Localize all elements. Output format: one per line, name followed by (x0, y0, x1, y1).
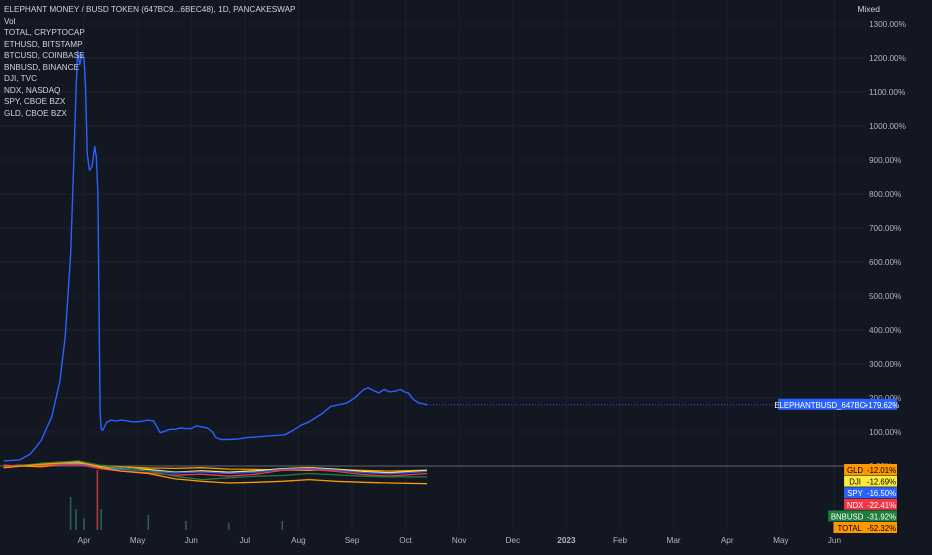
legend-symbol[interactable]: NDX, NASDAQ (4, 85, 61, 95)
badge-symbol: TOTAL (838, 524, 863, 533)
y-tick-label: 100.00% (869, 428, 901, 437)
badge-value: -52.32% (867, 524, 896, 533)
legend-symbol[interactable]: ETHUSD, BITSTAMP (4, 39, 83, 49)
x-tick-label: May (130, 536, 146, 545)
x-tick-label: 2023 (557, 536, 576, 545)
volume-bar (83, 518, 85, 530)
volume-bar (100, 509, 102, 530)
legend-symbol[interactable]: GLD, CBOE BZX (4, 108, 67, 118)
x-tick-label: Mar (667, 536, 681, 545)
y-tick-label: 800.00% (869, 190, 901, 199)
price-badge-dji[interactable]: DJI -12.69% (844, 475, 897, 487)
volume-bar (185, 521, 187, 530)
badge-symbol: SPY (847, 489, 863, 498)
y-tick-label: 700.00% (869, 224, 901, 233)
y-tick-label: 200.00% (869, 394, 901, 403)
y-tick-label: 900.00% (869, 156, 901, 165)
x-tick-label: Apr (721, 536, 734, 545)
legend-symbol[interactable]: TOTAL, CRYPTOCAP (4, 28, 85, 37)
series-line-elephantbusd_647bc9 (3, 50, 428, 462)
badge-symbol: BNBUSD (831, 512, 864, 521)
price-badge-ndx[interactable]: NDX -22.41% (844, 498, 897, 510)
badge-value: -12.01% (867, 466, 896, 475)
series-line-spy (3, 463, 428, 475)
badge-value: -16.50% (867, 489, 896, 498)
badge-symbol: ELEPHANTBUSD_647BC9 (774, 401, 869, 410)
volume-bar (281, 521, 284, 530)
x-tick-label: Sep (345, 536, 360, 545)
x-tick-label: May (773, 536, 789, 545)
y-tick-label: 400.00% (869, 326, 901, 335)
y-tick-label: 500.00% (869, 292, 901, 301)
badge-symbol: GLD (847, 466, 863, 475)
volume-bar (147, 515, 150, 530)
legend-symbol[interactable]: SPY, CBOE BZX (4, 97, 66, 106)
y-tick-label: 1300.00% (869, 20, 906, 29)
price-badge-spy[interactable]: SPY -16.50% (844, 487, 897, 499)
y-tick-label: 1200.00% (869, 54, 906, 63)
legend-symbol[interactable]: BTCUSD, COINBASE (4, 51, 85, 60)
y-tick-label: 1100.00% (869, 88, 905, 97)
badge-symbol: DJI (849, 478, 861, 487)
price-badge-bnbusd[interactable]: BNBUSD -31.92% (828, 510, 897, 522)
x-tick-label: Aug (291, 536, 306, 545)
series-legend: ELEPHANT MONEY / BUSD TOKEN (647BC9...6B… (4, 4, 296, 119)
x-tick-label: Apr (78, 536, 91, 545)
volume-bar (227, 522, 230, 530)
series-line-total (3, 461, 428, 485)
badge-value: +179.62% (864, 401, 899, 410)
legend-main-symbol[interactable]: ELEPHANT MONEY / BUSD TOKEN (647BC9...6B… (4, 5, 296, 14)
legend-symbol[interactable]: BNBUSD, BINANCE (4, 62, 80, 72)
x-tick-label: Oct (399, 536, 412, 545)
series-line-ndx (3, 463, 428, 477)
badge-value: -31.92% (867, 512, 896, 521)
price-badge-total[interactable]: TOTAL -52.32% (833, 522, 898, 533)
x-tick-label: Feb (613, 536, 628, 545)
y-tick-label: 300.00% (869, 360, 901, 369)
x-tick-label: Jul (240, 536, 251, 545)
x-tick-label: Jun (185, 536, 199, 545)
x-tick-label: Nov (452, 536, 467, 545)
x-tick-label: Jun (828, 536, 842, 545)
price-badge-gld[interactable]: GLD -12.01% (844, 464, 897, 475)
badge-value: -12.69% (867, 478, 896, 487)
x-tick-label: Dec (506, 536, 521, 545)
volume-bar (75, 509, 77, 530)
y-tick-label: 1000.00% (869, 122, 906, 131)
badge-symbol: NDX (847, 501, 864, 510)
series-line-bnbusd (3, 460, 427, 481)
price-badge-elephantbusd_647bc9[interactable]: ELEPHANTBUSD_647BC9+179.62% (774, 398, 899, 410)
legend-symbol[interactable]: DJI, TVC (4, 74, 38, 83)
badge-value: -22.41% (867, 501, 896, 510)
volume-bar (96, 470, 99, 530)
legend-volume[interactable]: Vol (4, 16, 16, 26)
y-tick-label: 600.00% (869, 258, 901, 267)
volume-bar (69, 497, 72, 530)
scale-mode-label[interactable]: Mixed (857, 4, 880, 14)
